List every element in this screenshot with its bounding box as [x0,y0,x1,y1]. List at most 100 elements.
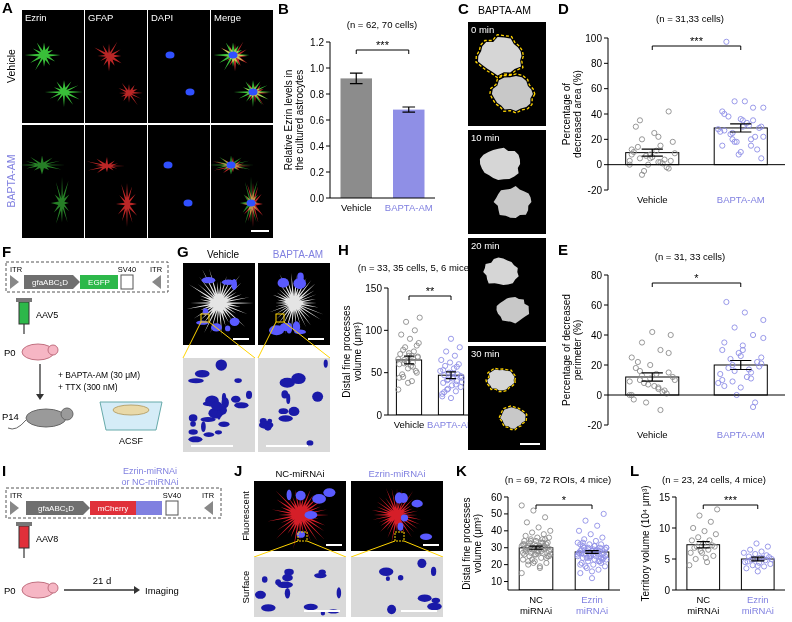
scale-bar [308,338,324,340]
point [546,554,551,559]
tick [604,275,608,276]
syringe-plunger [16,522,32,526]
error-bar [730,124,751,132]
point [703,555,708,560]
scale-bar [266,445,308,447]
column-label: Ezrin [25,12,47,23]
point [582,537,587,542]
point [689,538,694,543]
axis-title: Percentage of decreased [561,294,572,406]
category-line: Vehicle [637,429,668,440]
insert-label: Ezrin-miRNAi [123,466,177,476]
point [410,364,415,369]
point [396,387,401,392]
treatment: + BAPTA-AM (30 μM) [58,370,140,380]
scale-bar [423,544,439,546]
cell [25,43,61,71]
point [754,541,759,546]
significance: * [562,494,567,506]
point [633,124,638,129]
point [658,407,663,412]
point [736,152,741,157]
point [743,560,748,565]
cell-outline [494,186,532,218]
point [759,361,764,366]
micrograph [254,481,346,551]
slice [113,405,149,415]
scale-bar [251,230,269,232]
point [598,542,603,547]
error-bar [642,149,663,156]
point [750,118,755,123]
tick-label: 100 [585,33,602,44]
point [591,562,596,567]
surface-blob [189,429,198,434]
bar [396,360,421,415]
point [702,529,707,534]
surface-blob [297,272,304,281]
micrograph [468,346,546,450]
surface-blob [412,500,423,508]
surface-blob [286,393,290,404]
tick [604,425,608,426]
itr [204,501,213,515]
point [519,503,524,508]
tick [326,94,330,95]
tick [604,190,608,191]
tick-label: 0 [376,410,382,421]
tick-label: 15 [659,492,671,503]
interval-label: 21 d [93,575,112,586]
point [458,384,463,389]
x-axis [330,198,435,199]
surface-blob [218,422,229,427]
surface-blob [278,415,292,421]
point [761,335,766,340]
treatment: + TTX (300 nM) [58,382,118,392]
point [724,299,729,304]
point [742,310,747,315]
point [405,380,410,385]
axis-title: Percentage of [561,83,572,145]
tick-label: -20 [588,185,603,196]
surface-blob [267,419,272,424]
category-line: Ezrin [581,594,603,605]
cell [234,80,272,107]
point [654,371,659,376]
x-axis [608,395,785,396]
category-label: BAPTA-AM [717,429,765,440]
tick [672,528,676,529]
cell [214,43,250,71]
row-label: Fluorescent [240,491,251,541]
panel-letter: J [234,462,242,479]
point [589,576,594,581]
point [527,540,532,545]
panel-f: FITRgfaABC₁DEGFPSV40ITRAAV5P0+ BAPTA-AM … [2,243,168,446]
bar [393,110,425,198]
surface-blob [211,402,223,411]
surface-blob [269,325,284,335]
point [759,156,764,161]
tick [604,63,608,64]
chart-title: (n = 31, 33 cells) [655,251,726,262]
panel-letter: L [630,462,639,479]
itr-label: ITR [10,491,23,500]
itr-label: ITR [10,265,23,274]
nucleus [247,200,256,207]
syringe-plunger [16,298,32,302]
point [458,373,463,378]
point [396,357,401,362]
panel-c: CBAPTA-AM0 min10 min20 min30 min [458,0,546,450]
surface-blob [202,277,216,283]
point [541,532,546,537]
micrograph-content [214,42,272,107]
surface-blob [234,402,248,408]
surface-blob [188,436,202,442]
scale-bar [401,610,437,612]
point [454,364,459,369]
category-line: BAPTA-AM [717,429,765,440]
point [650,329,655,334]
tick-label: 20 [491,559,503,570]
category-line: BAPTA-AM [427,419,475,430]
cell [87,157,125,173]
surface-blob [230,318,240,326]
